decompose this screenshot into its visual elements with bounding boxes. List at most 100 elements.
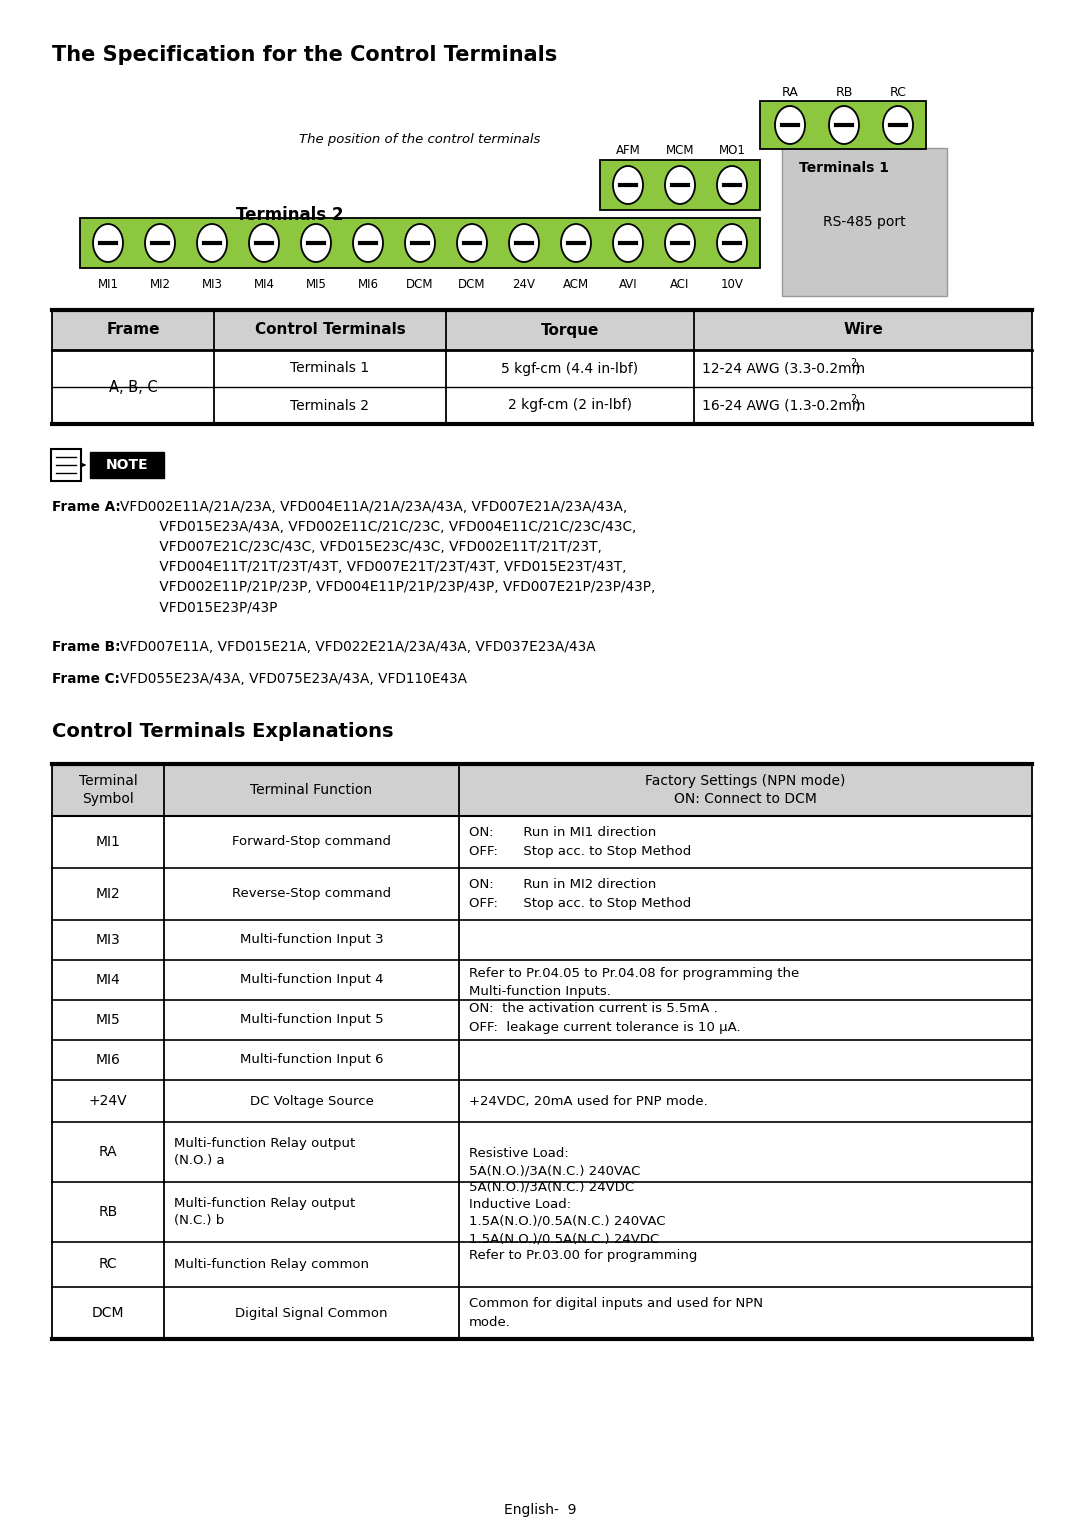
Ellipse shape <box>301 224 330 262</box>
Text: AFM: AFM <box>616 144 640 156</box>
Text: 5 kgf-cm (4.4 in-lbf): 5 kgf-cm (4.4 in-lbf) <box>501 362 638 376</box>
Text: Multi-function Relay common: Multi-function Relay common <box>174 1258 369 1272</box>
Text: MI2: MI2 <box>96 887 120 900</box>
Text: RC: RC <box>890 86 906 100</box>
Ellipse shape <box>457 224 487 262</box>
Text: Multi-function Relay output
(N.O.) a: Multi-function Relay output (N.O.) a <box>174 1137 355 1167</box>
Text: OFF:      Stop acc. to Stop Method: OFF: Stop acc. to Stop Method <box>469 845 691 859</box>
Text: VFD055E23A/43A, VFD075E23A/43A, VFD110E43A: VFD055E23A/43A, VFD075E23A/43A, VFD110E4… <box>120 672 467 686</box>
Ellipse shape <box>561 224 591 262</box>
Text: MI6: MI6 <box>357 278 378 291</box>
Text: Common for digital inputs and used for NPN: Common for digital inputs and used for N… <box>469 1298 762 1310</box>
Text: 1.5A(N.O.)/0.5A(N.C.) 240VAC: 1.5A(N.O.)/0.5A(N.C.) 240VAC <box>469 1215 665 1229</box>
Text: Multi-function Input 5: Multi-function Input 5 <box>240 1014 383 1026</box>
Ellipse shape <box>717 166 747 204</box>
Text: MI1: MI1 <box>97 278 119 291</box>
Text: OFF:  leakage current tolerance is 10 μA.: OFF: leakage current tolerance is 10 μA. <box>469 1020 741 1034</box>
Text: Wire: Wire <box>843 322 883 337</box>
Text: Factory Settings (NPN mode)
ON: Connect to DCM: Factory Settings (NPN mode) ON: Connect … <box>646 773 846 807</box>
Ellipse shape <box>197 224 227 262</box>
Ellipse shape <box>829 106 859 144</box>
Text: 1.5A(N.O.)/0.5A(N.C.) 24VDC: 1.5A(N.O.)/0.5A(N.C.) 24VDC <box>469 1232 659 1246</box>
FancyBboxPatch shape <box>782 147 947 296</box>
Text: DCM: DCM <box>406 278 434 291</box>
Text: MI3: MI3 <box>202 278 222 291</box>
Text: Terminals 2: Terminals 2 <box>291 399 369 413</box>
Text: A, B, C: A, B, C <box>109 379 158 394</box>
Text: MI2: MI2 <box>149 278 171 291</box>
Text: Frame B:: Frame B: <box>52 640 121 653</box>
Text: 10V: 10V <box>720 278 743 291</box>
Text: English-  9: English- 9 <box>503 1503 577 1517</box>
Ellipse shape <box>665 224 696 262</box>
Text: 12-24 AWG (3.3-0.2mm: 12-24 AWG (3.3-0.2mm <box>702 362 865 376</box>
Text: DC Voltage Source: DC Voltage Source <box>249 1094 374 1108</box>
Text: ): ) <box>855 362 861 376</box>
Text: Refer to Pr.04.05 to Pr.04.08 for programming the: Refer to Pr.04.05 to Pr.04.08 for progra… <box>469 966 799 980</box>
Text: Frame C:: Frame C: <box>52 672 120 686</box>
Text: VFD002E11A/21A/23A, VFD004E11A/21A/23A/43A, VFD007E21A/23A/43A,
         VFD015E: VFD002E11A/21A/23A, VFD004E11A/21A/23A/4… <box>120 500 656 614</box>
Text: Resistive Load:: Resistive Load: <box>469 1147 569 1160</box>
Text: 2: 2 <box>850 357 856 368</box>
Text: 2: 2 <box>850 394 856 405</box>
Ellipse shape <box>775 106 805 144</box>
Text: 5A(N.O.)/3A(N.C.) 240VAC: 5A(N.O.)/3A(N.C.) 240VAC <box>469 1164 640 1177</box>
Text: Terminals 1: Terminals 1 <box>799 161 889 175</box>
Text: ACI: ACI <box>671 278 690 291</box>
FancyBboxPatch shape <box>52 764 1032 816</box>
Text: Multi-function Inputs.: Multi-function Inputs. <box>469 985 611 997</box>
Text: DCM: DCM <box>92 1305 124 1319</box>
Text: ON:       Run in MI2 direction: ON: Run in MI2 direction <box>469 879 657 891</box>
Text: Torque: Torque <box>541 322 599 337</box>
Text: RS-485 port: RS-485 port <box>823 215 906 229</box>
Text: NOTE: NOTE <box>106 459 148 472</box>
Ellipse shape <box>405 224 435 262</box>
Text: MO1: MO1 <box>718 144 745 156</box>
Text: Terminal Function: Terminal Function <box>251 782 373 798</box>
Text: OFF:      Stop acc. to Stop Method: OFF: Stop acc. to Stop Method <box>469 897 691 911</box>
Text: Digital Signal Common: Digital Signal Common <box>235 1307 388 1319</box>
Text: Forward-Stop command: Forward-Stop command <box>232 836 391 848</box>
Text: DCM: DCM <box>458 278 486 291</box>
Text: RB: RB <box>835 86 853 100</box>
FancyBboxPatch shape <box>600 160 760 210</box>
Ellipse shape <box>883 106 913 144</box>
Text: 16-24 AWG (1.3-0.2mm: 16-24 AWG (1.3-0.2mm <box>702 399 865 413</box>
Text: 24V: 24V <box>513 278 536 291</box>
FancyBboxPatch shape <box>90 453 164 479</box>
Text: Refer to Pr.03.00 for programming: Refer to Pr.03.00 for programming <box>469 1249 698 1262</box>
Text: RA: RA <box>98 1144 118 1160</box>
Ellipse shape <box>665 166 696 204</box>
Text: +24V: +24V <box>89 1094 127 1108</box>
Text: Multi-function Relay output
(N.C.) b: Multi-function Relay output (N.C.) b <box>174 1197 355 1227</box>
Text: MI5: MI5 <box>306 278 326 291</box>
Text: Terminal
Symbol: Terminal Symbol <box>79 773 137 807</box>
Text: 5A(N.O.)/3A(N.C.) 24VDC: 5A(N.O.)/3A(N.C.) 24VDC <box>469 1181 634 1193</box>
Text: VFD007E11A, VFD015E21A, VFD022E21A/23A/43A, VFD037E23A/43A: VFD007E11A, VFD015E21A, VFD022E21A/23A/4… <box>120 640 596 653</box>
Text: 2 kgf-cm (2 in-lbf): 2 kgf-cm (2 in-lbf) <box>508 399 632 413</box>
Text: mode.: mode. <box>469 1316 511 1330</box>
Text: Control Terminals: Control Terminals <box>255 322 405 337</box>
Ellipse shape <box>717 224 747 262</box>
Text: ON:  the activation current is 5.5mA .: ON: the activation current is 5.5mA . <box>469 1003 718 1016</box>
Text: MI5: MI5 <box>96 1012 120 1026</box>
Text: MI1: MI1 <box>95 834 121 848</box>
Ellipse shape <box>613 224 643 262</box>
Text: Multi-function Input 3: Multi-function Input 3 <box>240 934 383 946</box>
Ellipse shape <box>145 224 175 262</box>
Text: RB: RB <box>98 1206 118 1220</box>
Text: Multi-function Input 6: Multi-function Input 6 <box>240 1054 383 1066</box>
Text: Terminals 1: Terminals 1 <box>291 362 369 376</box>
Text: Frame: Frame <box>106 322 160 337</box>
Text: Inductive Load:: Inductive Load: <box>469 1198 571 1210</box>
Text: Control Terminals Explanations: Control Terminals Explanations <box>52 723 393 741</box>
Ellipse shape <box>353 224 383 262</box>
Text: ): ) <box>855 399 861 413</box>
Text: +24VDC, 20mA used for PNP mode.: +24VDC, 20mA used for PNP mode. <box>469 1094 707 1108</box>
Text: RA: RA <box>782 86 798 100</box>
Text: Terminals 2: Terminals 2 <box>237 206 343 224</box>
Text: MI4: MI4 <box>96 973 120 986</box>
Text: Frame A:: Frame A: <box>52 500 121 514</box>
FancyBboxPatch shape <box>760 101 926 149</box>
FancyBboxPatch shape <box>52 310 1032 350</box>
